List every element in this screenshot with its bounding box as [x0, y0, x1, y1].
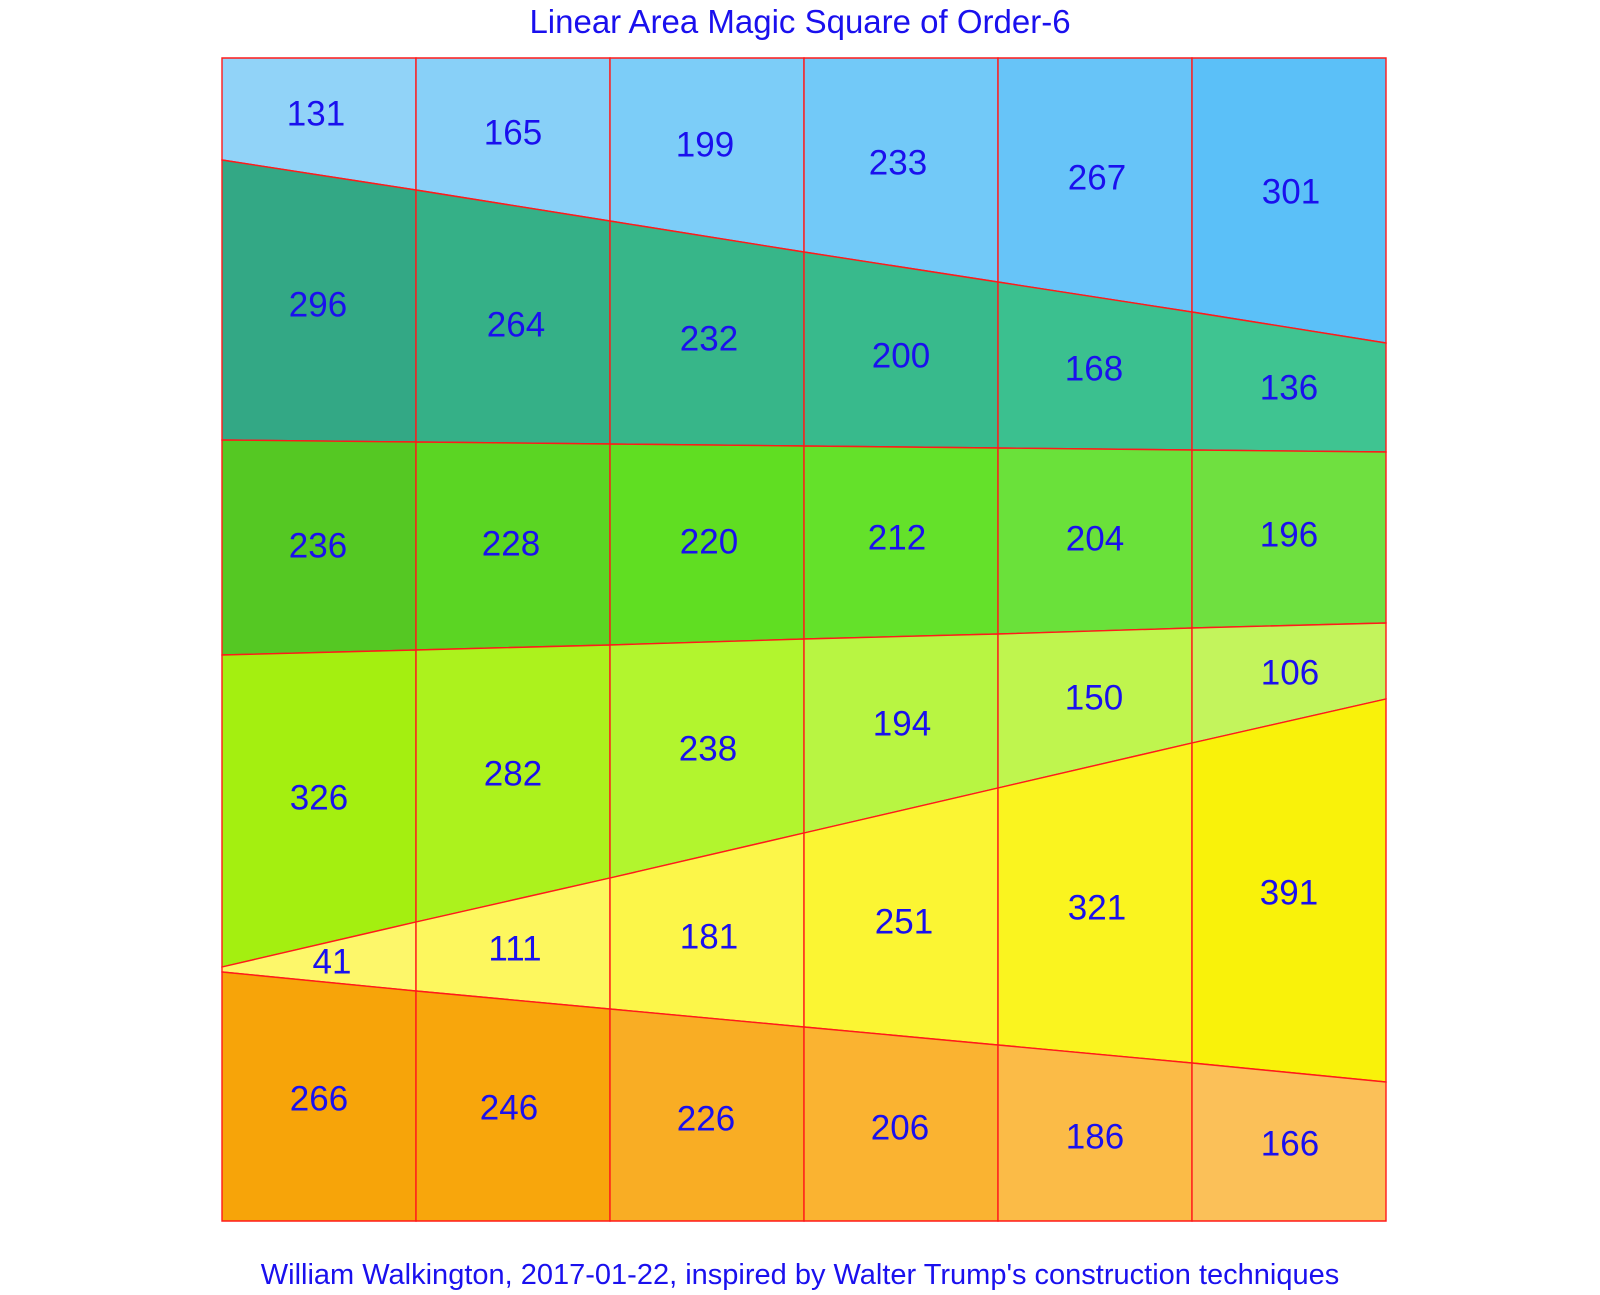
cell-value-label: 206 — [871, 1109, 929, 1148]
cell-value-label: 106 — [1261, 654, 1319, 693]
cell-value-label: 267 — [1068, 159, 1126, 198]
cell-value-label: 321 — [1068, 889, 1126, 928]
cell-value-label: 186 — [1066, 1118, 1124, 1157]
cell-value-label: 199 — [676, 126, 734, 165]
labels-layer: 131 165 199 233 267 301 296 264 232 200 168 136 236 2… — [287, 95, 1320, 1164]
cell-value-label: 204 — [1066, 520, 1124, 559]
cell-value-label: 181 — [680, 918, 738, 957]
cell-value-label: 326 — [290, 779, 348, 818]
cell-value-label: 251 — [875, 903, 933, 942]
cell-value-label: 391 — [1260, 874, 1318, 913]
diagram-title: Linear Area Magic Square of Order-6 — [529, 3, 1071, 40]
cell-value-label: 194 — [873, 705, 931, 744]
cell-value-label: 246 — [480, 1089, 538, 1128]
cell-value-label: 226 — [677, 1100, 735, 1139]
cell-value-label: 168 — [1065, 350, 1123, 389]
cell-value-label: 200 — [872, 337, 930, 376]
magic-square-cell — [1191, 1062, 1387, 1222]
cell-value-label: 212 — [868, 519, 926, 558]
cell-value-label: 232 — [680, 320, 738, 359]
cell-value-label: 41 — [313, 943, 352, 982]
cell-value-label: 266 — [290, 1080, 348, 1119]
cell-value-label: 301 — [1262, 173, 1320, 212]
cell-value-label: 220 — [680, 523, 738, 562]
cell-value-label: 233 — [869, 144, 927, 183]
cell-value-label: 166 — [1261, 1125, 1319, 1164]
cell-value-label: 238 — [679, 730, 737, 769]
cell-value-label: 111 — [488, 930, 541, 969]
cell-value-label: 236 — [289, 527, 347, 566]
cell-value-label: 296 — [289, 286, 347, 325]
cell-value-label: 282 — [484, 755, 542, 794]
cell-value-label: 131 — [287, 95, 345, 134]
cell-value-label: 150 — [1065, 679, 1123, 718]
cell-value-label: 165 — [484, 114, 542, 153]
cell-value-label: 136 — [1260, 369, 1318, 408]
cell-value-label: 196 — [1260, 516, 1318, 555]
cell-value-label: 264 — [487, 306, 545, 345]
diagram-footer: William Walkington, 2017-01-22, inspired… — [260, 1259, 1340, 1291]
cells-layer — [221, 57, 1387, 1222]
cell-value-label: 228 — [482, 525, 540, 564]
